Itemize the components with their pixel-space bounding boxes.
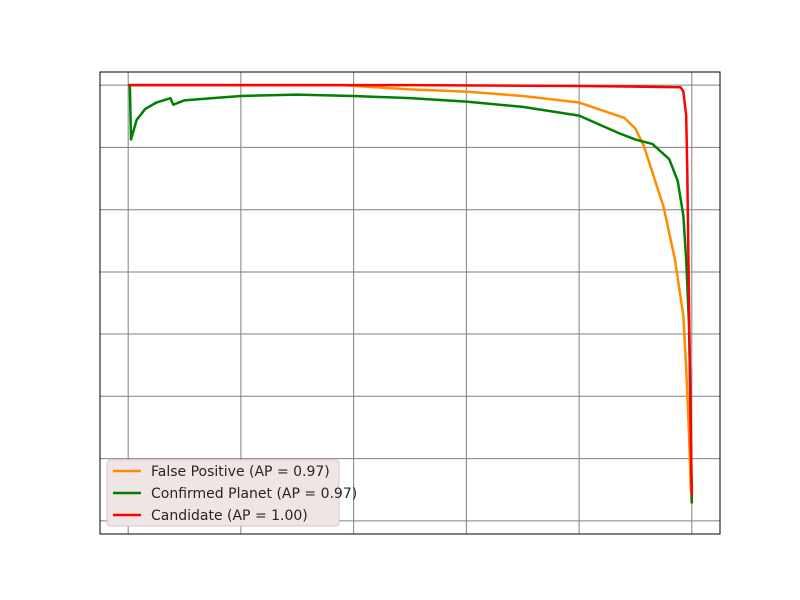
legend-label-0: False Positive (AP = 0.97) bbox=[151, 464, 330, 480]
series-lines bbox=[128, 83, 694, 504]
legend-box bbox=[106, 459, 340, 527]
legend-label-2: Candidate (AP = 1.00) bbox=[151, 508, 308, 524]
legend-label-1: Confirmed Planet (AP = 0.97) bbox=[151, 486, 357, 502]
grid bbox=[100, 72, 720, 534]
legend: False Positive (AP = 0.97) Confirmed Plan… bbox=[106, 459, 357, 527]
series-line-2 bbox=[128, 83, 694, 495]
plot-area bbox=[100, 72, 720, 534]
series-line-0 bbox=[128, 83, 694, 504]
series-line-1 bbox=[128, 83, 694, 504]
axes-frame bbox=[99, 71, 721, 535]
